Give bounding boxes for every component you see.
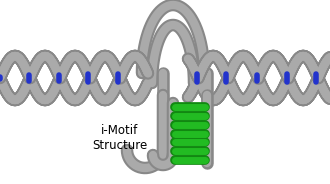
Text: i-Motif
Structure: i-Motif Structure: [92, 124, 148, 152]
